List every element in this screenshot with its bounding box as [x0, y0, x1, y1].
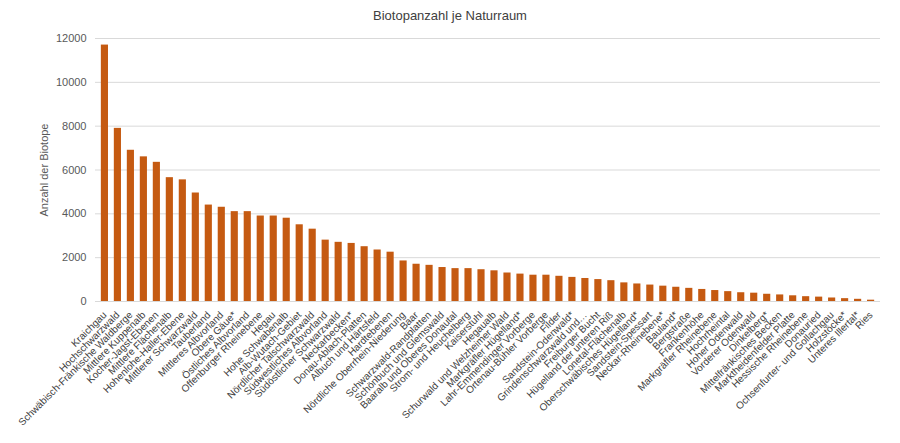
svg-text:Tauberland: Tauberland [169, 309, 213, 352]
svg-text:Hegaualb: Hegaualb [460, 309, 499, 348]
svg-text:Vorderer Odenwald: Vorderer Odenwald [689, 309, 758, 378]
svg-text:Hoher Odenwald: Hoher Odenwald [684, 309, 745, 371]
svg-text:12000: 12000 [56, 32, 87, 44]
svg-text:Östliches Albvorland: Östliches Albvorland [179, 309, 252, 382]
svg-text:Hochrheintal: Hochrheintal [684, 309, 732, 357]
svg-text:Südöstlicher Schwarzwald: Südöstlicher Schwarzwald [252, 309, 343, 400]
svg-text:Hochschwarzwald: Hochschwarzwald [56, 309, 122, 374]
svg-text:Albuch und Härtsfeld: Albuch und Härtsfeld [307, 309, 382, 383]
svg-text:8000: 8000 [62, 120, 86, 132]
html-text:Biotopanzahl je Naturraum: Biotopanzahl je Naturraum [373, 8, 527, 23]
svg-text:Ochsenfurter- und Gollachgau: Ochsenfurter- und Gollachgau [733, 309, 836, 412]
svg-text:Strom- und Heuchelberg: Strom- und Heuchelberg [387, 309, 473, 394]
svg-text:Donauried: Donauried [782, 309, 823, 350]
svg-text:Ortenau-Bühler Vorberge: Ortenau-Bühler Vorberge [463, 309, 551, 396]
svg-text:Donau-Ablach-Platten: Donau-Ablach-Platten [291, 309, 369, 387]
svg-text:Hegau: Hegau [248, 309, 278, 338]
svg-text:Südwestliches Albvorland: Südwestliches Albvorland [241, 309, 330, 398]
svg-text:Freiburger Bucht: Freiburger Bucht [541, 309, 603, 370]
svg-text:6000: 6000 [62, 164, 86, 176]
svg-text:Grindenschwarzwald und…: Grindenschwarzwald und… [494, 309, 590, 404]
svg-text:Hohe Schwabenalb: Hohe Schwabenalb [221, 309, 291, 379]
svg-text:Offenburger Rheinebene: Offenburger Rheinebene [178, 309, 265, 395]
svg-text:4000: 4000 [62, 207, 86, 219]
svg-text:Nördliche Oberrhein-Niederung: Nördliche Oberrhein-Niederung [301, 309, 408, 416]
svg-text:Lahr-Emmendinger Vorberge: Lahr-Emmendinger Vorberge [438, 309, 538, 409]
svg-text:Kocher-Jagst-Ebenen: Kocher-Jagst-Ebenen [84, 309, 161, 386]
svg-text:Neckar-Rheinebene*: Neckar-Rheinebene* [593, 309, 667, 383]
svg-text:Oberschwäbisches Hügelland*: Oberschwäbisches Hügelland* [537, 309, 641, 413]
svg-text:Sandstein-Spessart: Sandstein-Spessart [585, 309, 655, 379]
svg-text:Schwarzwald-Randplatten: Schwarzwald-Randplatten [343, 309, 434, 400]
svg-text:Lonetal-Flächenalb: Lonetal-Flächenalb [560, 309, 628, 378]
svg-text:Bauland*: Bauland* [643, 309, 680, 346]
svg-text:Filder: Filder [537, 309, 564, 335]
svg-text:Dinkelberg*: Dinkelberg* [726, 309, 771, 354]
svg-text:Baaralb und Oberes Donautal: Baaralb und Oberes Donautal [357, 309, 460, 411]
svg-text:Obere Gäue*: Obere Gäue* [189, 309, 239, 359]
svg-text:Bergstraße: Bergstraße [650, 309, 693, 352]
svg-text:Marktheidenfelder Platte: Marktheidenfelder Platte [712, 309, 797, 394]
svg-text:Holzstöcke*: Holzstöcke* [803, 309, 849, 355]
svg-text:Neckarbecken*: Neckarbecken* [299, 309, 356, 365]
svg-text:Mittlere Flächenalb: Mittlere Flächenalb [106, 309, 174, 377]
svg-text:Baar: Baar [397, 309, 421, 332]
svg-text:2000: 2000 [62, 251, 86, 263]
svg-text:Anzahl der Biotope: Anzahl der Biotope [38, 124, 50, 217]
svg-text:Unteres Illertal*: Unteres Illertal* [806, 309, 862, 365]
svg-text:Sandstein-Odenwald*: Sandstein-Odenwald* [499, 309, 577, 386]
svg-text:Markgräfler Rheinebene: Markgräfler Rheinebene [635, 309, 719, 393]
svg-text:Schurwald und Welzheimer Wald: Schurwald und Welzheimer Wald [399, 309, 512, 421]
svg-text:Schönbuch und Glemswald: Schönbuch und Glemswald [352, 309, 447, 404]
svg-text:Mittleres Albvorland: Mittleres Albvorland [156, 309, 226, 379]
svg-text:Frankenhöhe: Frankenhöhe [656, 309, 706, 359]
svg-text:Mittlerer Schwarzwald: Mittlerer Schwarzwald [122, 309, 200, 387]
svg-text:Alb-Wutach-Gebiet: Alb-Wutach-Gebiet [236, 309, 304, 377]
svg-text:Markgräfler Hügelland*: Markgräfler Hügelland* [444, 309, 525, 390]
svg-text:Mittelfränkisches Becken: Mittelfränkisches Becken [697, 309, 784, 396]
svg-text:Schwäbisch-Fränkische Waldberg: Schwäbisch-Fränkische Waldberge [16, 309, 135, 428]
svg-text:10000: 10000 [56, 76, 87, 88]
svg-text:Nördlicher Talschwarzwald: Nördlicher Talschwarzwald [225, 309, 317, 401]
svg-text:Hessische Rheinebene: Hessische Rheinebene [729, 309, 810, 390]
svg-text:Ries: Ries [853, 309, 875, 331]
svg-text:Kaiserstuhl: Kaiserstuhl [442, 309, 486, 352]
svg-text:Hügelland der unteren Riß: Hügelland der unteren Riß [524, 309, 615, 400]
svg-text:Hardtebenen: Hardtebenen [345, 309, 395, 358]
svg-text:Kraichgau: Kraichgau [69, 309, 109, 349]
svg-text:Mittlere Kuppenalb: Mittlere Kuppenalb [80, 309, 148, 376]
svg-text:0: 0 [80, 295, 86, 307]
svg-text:Hohenlohe-Haller-Ebene: Hohenlohe-Haller-Ebene [100, 309, 187, 395]
